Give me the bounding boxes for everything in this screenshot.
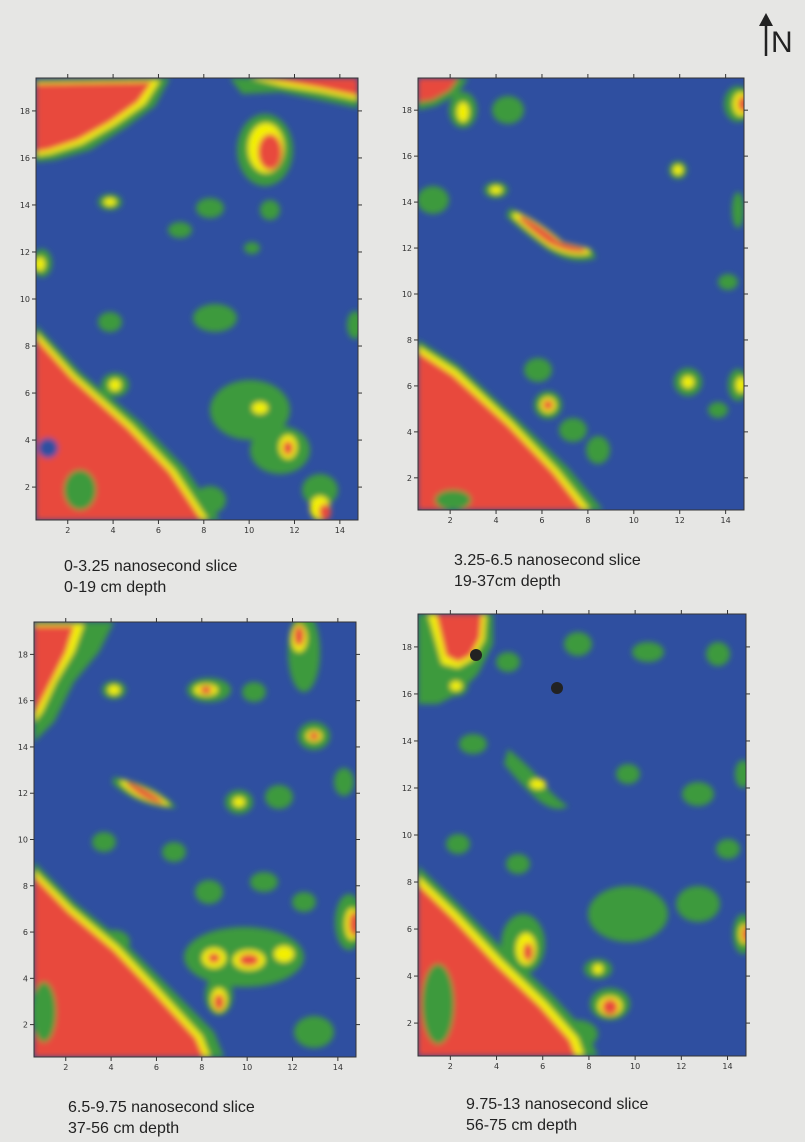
slice-map-4: 2 4 6 8 10 12 14 2 4 6 8 10 12 14 16 18 — [402, 610, 750, 1071]
marker-dot — [470, 649, 482, 661]
slice-map-2: 2 4 6 8 10 12 14 2 4 6 8 10 12 14 16 18 — [402, 74, 748, 525]
depth-label: 0-19 cm depth — [64, 579, 167, 596]
x-tick-label: 12 — [289, 526, 299, 535]
y-tick-label: 16 — [18, 697, 28, 706]
y-tick-label: 8 — [407, 878, 412, 887]
y-tick-label: 6 — [407, 925, 412, 934]
depth-label: 56-75 cm depth — [466, 1117, 578, 1134]
x-tick-label: 8 — [201, 526, 206, 535]
caption-3: 6.5-9.75 nanosecond slice 37-56 cm depth — [68, 1097, 255, 1139]
x-tick-label: 6 — [540, 1062, 545, 1071]
y-tick-label: 10 — [18, 836, 28, 845]
slice-map-3: 2 4 6 8 10 12 14 2 4 6 8 10 12 14 16 18 — [18, 618, 360, 1072]
x-tick-label: 14 — [335, 526, 345, 535]
y-tick-label: 18 — [402, 643, 412, 652]
y-tick-label: 12 — [20, 248, 30, 257]
x-tick-label: 4 — [494, 1062, 499, 1071]
y-tick-label: 8 — [23, 882, 28, 891]
depth-label: 19-37cm depth — [454, 573, 561, 590]
slice-label: 3.25-6.5 nanosecond slice — [454, 552, 641, 569]
x-axis: 2 4 6 8 10 12 14 — [448, 74, 731, 525]
x-tick-label: 12 — [676, 1062, 686, 1071]
y-axis: 2 4 6 8 10 12 14 16 18 — [402, 106, 748, 483]
slice-map-panel-2: 2 4 6 8 10 12 14 2 4 6 8 10 12 14 16 18 — [398, 70, 753, 525]
y-tick-label: 2 — [407, 1019, 412, 1028]
y-tick-label: 6 — [407, 382, 412, 391]
y-tick-label: 4 — [23, 974, 28, 983]
y-tick-label: 14 — [402, 198, 412, 207]
y-tick-label: 18 — [20, 107, 30, 116]
depth-label: 37-56 cm depth — [68, 1120, 180, 1137]
caption-4: 9.75-13 nanosecond slice 56-75 cm depth — [466, 1094, 648, 1136]
y-axis: 2 4 6 8 10 12 14 16 18 — [18, 650, 360, 1030]
x-tick-label: 6 — [154, 1063, 159, 1072]
y-tick-label: 8 — [407, 336, 412, 345]
x-tick-label: 6 — [156, 526, 161, 535]
y-tick-label: 12 — [402, 244, 412, 253]
caption-1: 0-3.25 nanosecond slice 0-19 cm depth — [64, 556, 237, 598]
y-tick-label: 4 — [25, 436, 30, 445]
x-tick-label: 10 — [630, 1062, 640, 1071]
y-tick-label: 16 — [402, 152, 412, 161]
x-tick-label: 8 — [199, 1063, 204, 1072]
y-tick-label: 12 — [402, 784, 412, 793]
north-arrow: N — [756, 10, 802, 66]
x-axis: 2 4 6 8 10 12 14 — [65, 74, 345, 535]
x-tick-label: 12 — [287, 1063, 297, 1072]
x-tick-label: 2 — [448, 1062, 453, 1071]
marker-dot — [551, 682, 563, 694]
slice-map-panel-1: 2 4 6 8 10 12 14 2 4 6 8 10 12 14 16 18 — [20, 70, 365, 540]
y-tick-label: 18 — [402, 106, 412, 115]
slice-map-panel-3: 2 4 6 8 10 12 14 2 4 6 8 10 12 14 16 18 — [14, 612, 364, 1072]
x-tick-label: 4 — [111, 526, 116, 535]
y-tick-label: 6 — [23, 928, 28, 937]
x-tick-label: 2 — [65, 526, 70, 535]
x-tick-label: 10 — [242, 1063, 252, 1072]
y-tick-label: 14 — [18, 743, 28, 752]
y-tick-label: 10 — [402, 831, 412, 840]
x-tick-label: 8 — [585, 516, 590, 525]
north-arrow-icon — [759, 13, 773, 56]
caption-2: 3.25-6.5 nanosecond slice 19-37cm depth — [454, 550, 641, 592]
y-tick-label: 2 — [25, 483, 30, 492]
x-tick-label: 2 — [63, 1063, 68, 1072]
x-tick-label: 10 — [244, 526, 254, 535]
y-tick-label: 16 — [402, 690, 412, 699]
y-tick-label: 4 — [407, 972, 412, 981]
x-tick-label: 2 — [448, 516, 453, 525]
slice-label: 0-3.25 nanosecond slice — [64, 558, 238, 575]
y-tick-label: 6 — [25, 389, 30, 398]
y-tick-label: 18 — [18, 650, 28, 659]
y-tick-label: 10 — [20, 295, 30, 304]
y-tick-label: 14 — [20, 201, 30, 210]
y-tick-label: 14 — [402, 737, 412, 746]
slice-label: 9.75-13 nanosecond slice — [466, 1096, 649, 1113]
x-tick-label: 14 — [333, 1063, 343, 1072]
x-axis: 2 4 6 8 10 12 14 — [448, 610, 733, 1071]
y-tick-label: 10 — [402, 290, 412, 299]
x-tick-label: 10 — [629, 516, 639, 525]
slice-map-panel-4: 2 4 6 8 10 12 14 2 4 6 8 10 12 14 16 18 — [398, 604, 753, 1071]
x-tick-label: 8 — [586, 1062, 591, 1071]
y-tick-label: 2 — [23, 1021, 28, 1030]
y-axis: 2 4 6 8 10 12 14 16 18 — [402, 643, 750, 1028]
x-axis: 2 4 6 8 10 12 14 — [63, 618, 343, 1072]
slice-label: 6.5-9.75 nanosecond slice — [68, 1099, 255, 1116]
x-tick-label: 6 — [539, 516, 544, 525]
x-tick-label: 14 — [721, 516, 731, 525]
slice-map-1: 2 4 6 8 10 12 14 2 4 6 8 10 12 14 16 18 — [20, 74, 362, 535]
y-axis: 2 4 6 8 10 12 14 16 18 — [20, 107, 362, 492]
x-tick-label: 14 — [722, 1062, 732, 1071]
x-tick-label: 12 — [675, 516, 685, 525]
y-tick-label: 8 — [25, 342, 30, 351]
y-tick-label: 16 — [20, 154, 30, 163]
y-tick-label: 12 — [18, 789, 28, 798]
y-tick-label: 2 — [407, 474, 412, 483]
y-tick-label: 4 — [407, 428, 412, 437]
north-label: N — [771, 26, 793, 59]
x-tick-label: 4 — [109, 1063, 114, 1072]
x-tick-label: 4 — [494, 516, 499, 525]
